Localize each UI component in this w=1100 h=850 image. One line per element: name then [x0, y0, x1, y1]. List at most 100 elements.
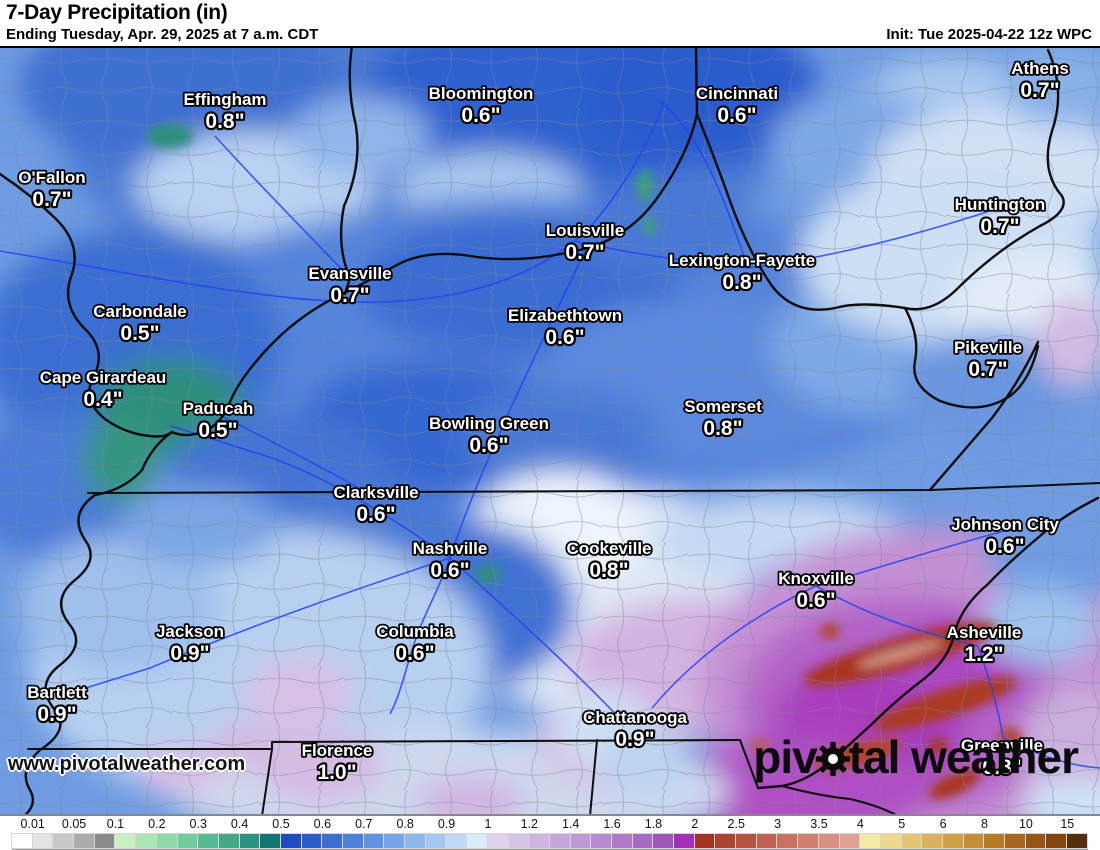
colorbar-cell — [983, 833, 1005, 849]
city-label: Lexington-Fayette — [669, 251, 815, 270]
city-label: Bloomington — [429, 84, 534, 103]
valid-time-label: Ending Tuesday, Apr. 29, 2025 at 7 a.m. … — [6, 26, 319, 43]
city-precip-value: 0.8" — [205, 110, 244, 133]
colorbar-cell — [507, 833, 530, 849]
city-labels: Effingham0.8"Bloomington0.6"Cincinnati0.… — [17, 57, 1071, 786]
colorbar-tick-label: 1.2 — [520, 817, 538, 831]
city-label: Florence — [302, 741, 373, 760]
city-label: Huntington — [955, 195, 1046, 214]
city-precip-value: 0.4" — [83, 388, 122, 411]
colorbar-cell — [1024, 833, 1047, 849]
watermark-url: www.pivotalweather.com — [8, 753, 246, 775]
colorbar-tick-label: 4 — [856, 817, 864, 831]
colorbar-cell — [921, 833, 943, 849]
colorbar-tick-label: 0.3 — [189, 817, 207, 831]
city-label: Pikeville — [954, 338, 1022, 357]
city-precip-value: 0.6" — [461, 104, 500, 127]
colorbar-cell — [714, 833, 737, 849]
city-precip-value: 0.9" — [37, 703, 76, 726]
colorbar-tick-label: 5 — [898, 817, 906, 831]
colorbar-cell — [300, 833, 323, 849]
colorbar-cell — [652, 833, 674, 849]
colorbar-tick-label: 2.5 — [727, 817, 745, 831]
colorbar-cell — [31, 833, 54, 849]
city-label: Effingham — [183, 90, 266, 109]
colorbar-cell — [217, 833, 240, 849]
city-precip-value: 0.7" — [980, 215, 1019, 238]
colorbar-tick-label: 10 — [1018, 817, 1033, 831]
city-label: Chattanooga — [583, 708, 687, 727]
city-label: Evansville — [308, 264, 391, 283]
city-label: Carbondale — [93, 302, 187, 321]
colorbar-cell — [238, 833, 261, 849]
colorbar-cell — [1066, 833, 1088, 849]
city-label: Nashville — [413, 539, 488, 558]
pivotal-weather-logo: piv tal weather — [753, 734, 1079, 780]
city-precip-value: 0.7" — [330, 284, 369, 307]
colorbar-tick-label: 0.7 — [355, 817, 373, 831]
colorbar-cell — [610, 833, 633, 849]
colorbar-cell — [962, 833, 985, 849]
colorbar-cell — [528, 833, 550, 849]
colorbar-cell — [259, 833, 281, 849]
colorbar-tick-label: 6 — [939, 817, 947, 831]
colorbar-cell — [776, 833, 799, 849]
colorbar-tick-labels: 0.01 0.05 0.1 0.2 0.3 0.4 0.5 0.6 0.7 0.8 0.9 1 1.2 1… — [0, 816, 1100, 833]
colorbar-cell — [342, 833, 364, 849]
city-label: O'Fallon — [18, 168, 85, 187]
colorbar-cell — [859, 833, 881, 849]
city-precip-value: 0.6" — [796, 589, 835, 612]
colorbar-tick-label: 15 — [1060, 817, 1075, 831]
colorbar-cell — [279, 833, 302, 849]
colorbar-tick-label: 2 — [691, 817, 699, 831]
colorbar-tick-label: 0.05 — [61, 817, 87, 831]
city-label: Somerset — [684, 397, 762, 416]
colorbar-cell — [52, 833, 75, 849]
colorbar-cell — [404, 833, 426, 849]
city-label: Bowling Green — [429, 414, 549, 433]
colorbar-tick-label: 1.8 — [644, 817, 663, 831]
colorbar-cell — [631, 833, 654, 849]
city-precip-value: 0.8" — [703, 417, 742, 440]
city-label: Cape Girardeau — [40, 368, 167, 387]
city-precip-value: 0.6" — [395, 642, 434, 665]
colorbar-tick-label: 0.8 — [396, 817, 414, 831]
colorbar-cell — [693, 833, 716, 849]
city-precip-value: 0.6" — [545, 326, 584, 349]
city-precip-value: 0.9" — [170, 642, 209, 665]
city-precip-value: 0.7" — [968, 358, 1007, 381]
colorbar-tick-label: 3 — [774, 817, 782, 831]
city-precip-value: 0.5" — [198, 419, 237, 442]
colorbar-tick-label: 0.4 — [230, 817, 249, 831]
city-label: Cincinnati — [696, 84, 778, 103]
colorbar-cell — [900, 833, 923, 849]
city-precip-value: 0.5" — [120, 322, 159, 345]
city-precip-value: 0.6" — [356, 503, 395, 526]
colorbar-cell — [321, 833, 343, 849]
colorbar-cell — [176, 833, 199, 849]
colorbar-cell — [879, 833, 902, 849]
city-label: Greenville — [961, 736, 1043, 755]
city-label: Athens — [1011, 59, 1069, 78]
colorbar-cell — [817, 833, 840, 849]
city-precip-value: 1.0" — [317, 761, 356, 784]
city-precip-value: 0.6" — [717, 104, 756, 127]
city-precip-value: 1.2" — [964, 643, 1003, 666]
colorbar-cell — [673, 833, 695, 849]
city-label: Louisville — [546, 221, 624, 240]
colorbar-cell — [569, 833, 592, 849]
county-boundaries — [0, 46, 1100, 816]
colorbar-cell — [362, 833, 385, 849]
map-bottom-border — [0, 814, 1100, 816]
city-label: Columbia — [376, 622, 454, 641]
colorbar-tick-label: 0.01 — [20, 817, 45, 831]
city-label: Asheville — [947, 623, 1022, 642]
colorbar-cell — [1045, 833, 1068, 849]
colorbar-tick-label: 1.4 — [561, 817, 580, 831]
city-precip-value: 0.7" — [565, 241, 604, 264]
city-precip-value: 0.6" — [985, 535, 1024, 558]
city-label: Cookeville — [566, 539, 651, 558]
state-borders — [0, 46, 1100, 816]
page-title: 7-Day Precipitation (in) — [6, 1, 228, 24]
